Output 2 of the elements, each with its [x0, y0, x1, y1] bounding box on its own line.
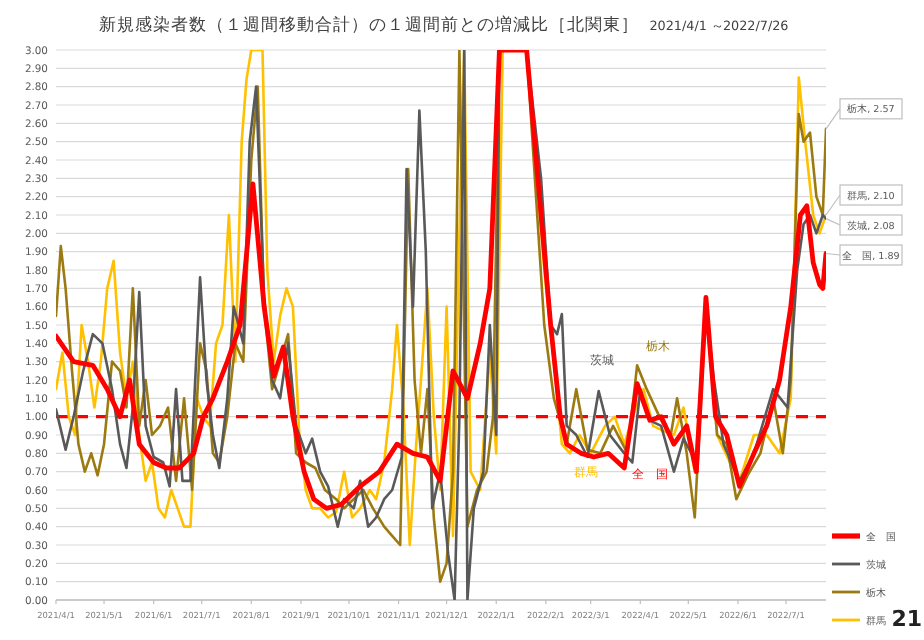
chart-title: 新規感染者数（１週間移動合計）の１週間前との増減比［北関東］ [99, 14, 640, 36]
text: 21 [891, 606, 922, 632]
